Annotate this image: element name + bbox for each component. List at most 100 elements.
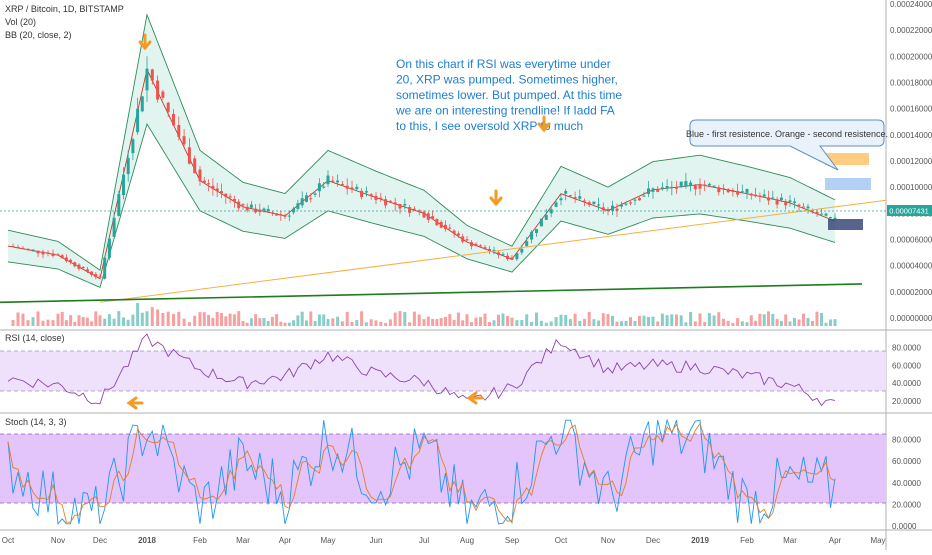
stoch-legend[interactable]: Stoch (14, 3, 3) [5, 417, 67, 427]
rsi-series [7, 333, 836, 407]
candle-body [793, 201, 796, 203]
volume-bar [749, 315, 753, 326]
time-tick-label: Sep [505, 536, 520, 545]
candle-body [331, 180, 335, 182]
candle-body [322, 186, 326, 188]
volume-bar [369, 319, 373, 326]
volume-bars [11, 303, 837, 326]
volume-bar [615, 321, 619, 326]
stoch-tick-label: 80.0000 [892, 436, 921, 445]
candle-body [112, 217, 116, 237]
volume-bar [811, 320, 814, 326]
candle-body [820, 213, 823, 215]
candle-body [296, 203, 300, 209]
volume-bar [232, 314, 236, 326]
candle-body [292, 208, 296, 213]
volume-bar [287, 322, 291, 326]
volume-bar [549, 321, 553, 326]
volume-bar [283, 322, 287, 326]
candle-body [515, 253, 519, 260]
time-axis[interactable]: Oct Nov Dec 2018 Feb Mar Apr May Jun Jul Aug Sep Oct… [2, 536, 886, 545]
volume-bar [758, 313, 762, 326]
vol-legend[interactable]: Vol (20) [5, 17, 36, 27]
note-line: sometimes lower. But pumped. At this tim… [396, 88, 622, 102]
candle-body [698, 185, 702, 189]
candle-body [81, 266, 85, 268]
volume-bar [126, 319, 130, 326]
candle-body [833, 217, 837, 220]
candle-body [549, 209, 553, 214]
candle-body [182, 136, 186, 145]
note-line: On this chart if RSI was everytime under [396, 57, 611, 71]
volume-bar [736, 318, 740, 326]
candle-body [11, 246, 15, 248]
volume-bar [94, 311, 98, 326]
candle-body [131, 139, 135, 154]
volume-bar [150, 307, 154, 326]
candle-body [439, 221, 443, 228]
volume-bar [41, 320, 45, 326]
time-tick-label: Mar [236, 536, 250, 545]
candle-body [207, 183, 211, 185]
analysis-note[interactable]: On this chart if RSI was everytime under… [395, 57, 622, 133]
candle-body [245, 206, 249, 211]
volume-bar [745, 322, 749, 326]
volume-bar [520, 320, 524, 326]
rsi-legend[interactable]: RSI (14, close) [5, 333, 65, 343]
candle-body [275, 213, 279, 216]
volume-bar [788, 321, 792, 326]
candle-body [452, 230, 456, 234]
candle-body [56, 254, 60, 256]
candle-body [262, 208, 266, 211]
trendlines [0, 199, 887, 304]
volume-bar [161, 312, 165, 326]
candle-body [369, 194, 373, 197]
candle-body [241, 204, 245, 206]
candle-body [456, 233, 460, 236]
candle-body [336, 180, 340, 183]
time-tick-label: Apr [279, 536, 292, 545]
volume-bar [444, 316, 447, 326]
candle-body [474, 243, 478, 247]
volume-bar [237, 311, 241, 326]
arrow-down-icon [489, 189, 503, 207]
volume-bar [266, 321, 270, 326]
volume-bar [461, 320, 465, 326]
volume-bar [431, 318, 435, 326]
price-tick-label: 0.00000000 [890, 314, 932, 323]
candle-body [592, 201, 596, 204]
volume-bar [762, 314, 766, 326]
volume-bar [722, 318, 725, 326]
price-tick-label: 0.00020000 [890, 52, 932, 61]
volume-bar [651, 316, 655, 326]
candle-body [85, 269, 89, 272]
bb-legend[interactable]: BB (20, close, 2) [5, 30, 72, 40]
candle-body [824, 213, 828, 216]
candle-body [150, 69, 154, 81]
callout-bubble[interactable] [689, 119, 885, 171]
candle-body [712, 185, 716, 187]
price-axis[interactable]: 0.00024000 0.00022000 0.00020000 0.00018000… [890, 0, 932, 531]
candle-body [573, 197, 577, 199]
candle-body [829, 217, 832, 219]
candle-body [754, 194, 758, 197]
volume-bar [292, 320, 296, 326]
volume-bar [675, 314, 678, 326]
volume-bar [583, 318, 586, 326]
volume-bar [501, 313, 505, 326]
volume-bar [107, 314, 111, 326]
volume-bar [656, 321, 660, 326]
current-zone [828, 219, 863, 230]
candle-body [172, 113, 175, 126]
time-tick-label: Oct [2, 536, 15, 545]
note-line: 20, XRP was pumped. Sometimes higher, [396, 73, 618, 87]
volume-bar [313, 321, 317, 326]
candle-body [483, 247, 487, 250]
volume-bar [77, 315, 81, 326]
candle-body [103, 257, 107, 279]
time-tick-label: Feb [740, 536, 754, 545]
candle-body [398, 203, 402, 209]
candle-body [384, 199, 388, 206]
stoch-tick-label: 0.0000 [892, 522, 917, 531]
